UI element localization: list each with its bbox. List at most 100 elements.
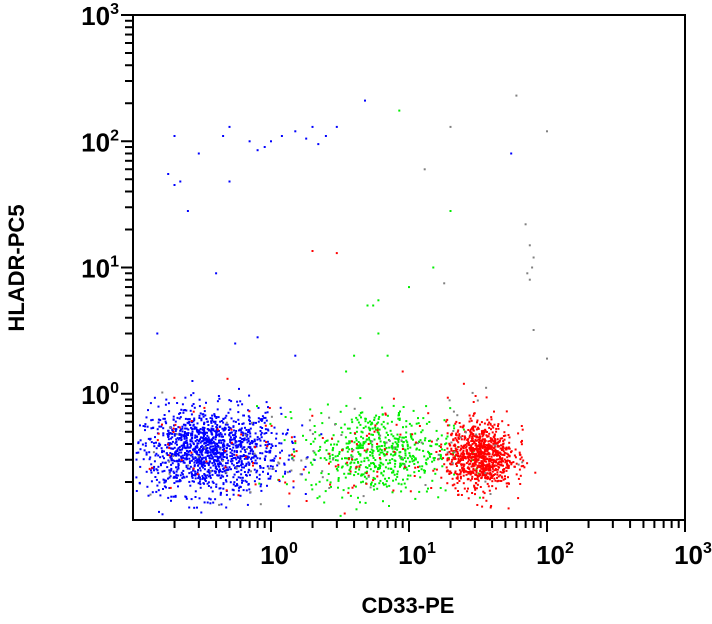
- data-point-blue: [170, 437, 172, 440]
- data-point-red: [485, 468, 488, 471]
- data-point-green: [347, 472, 350, 475]
- data-point-blue: [156, 428, 159, 431]
- data-point-blue: [175, 450, 178, 453]
- data-point-blue: [203, 430, 206, 433]
- data-point-green: [448, 457, 450, 460]
- data-point-blue: [224, 465, 227, 468]
- data-point-green: [412, 454, 414, 457]
- data-point-blue: [172, 447, 175, 450]
- data-point-blue: [267, 473, 269, 475]
- data-point-blue: [206, 428, 209, 430]
- data-point-green: [392, 454, 395, 457]
- data-point-gray: [332, 458, 334, 461]
- data-point-red: [479, 464, 482, 467]
- data-point-blue: [207, 485, 210, 487]
- data-point-green: [374, 426, 377, 429]
- data-point-green: [387, 477, 390, 480]
- data-point-blue: [227, 429, 230, 431]
- data-point-red: [472, 401, 475, 403]
- data-point-green: [437, 496, 440, 499]
- data-point-blue: [203, 434, 206, 437]
- data-point-red: [365, 472, 368, 475]
- data-point-blue: [201, 475, 204, 477]
- data-point-green: [438, 445, 441, 447]
- data-point-blue: [170, 442, 173, 445]
- data-point-green: [309, 461, 312, 464]
- data-point-green: [323, 441, 326, 444]
- data-point-red: [384, 412, 387, 415]
- data-point-blue: [237, 461, 240, 464]
- data-point-blue: [252, 456, 255, 459]
- data-point-gray: [484, 480, 487, 483]
- data-point-blue: [259, 418, 262, 421]
- data-point-blue: [221, 464, 224, 467]
- data-point-blue: [137, 451, 140, 454]
- data-point-green: [320, 472, 323, 475]
- data-point-blue: [237, 470, 240, 473]
- data-point-green: [379, 448, 382, 451]
- data-point-green: [427, 487, 429, 490]
- data-point-green: [362, 427, 365, 429]
- data-point-blue: [223, 448, 225, 451]
- data-point-blue: [248, 462, 251, 465]
- data-point-green: [373, 477, 376, 480]
- data-point-blue: [155, 441, 157, 444]
- data-point-red: [458, 459, 461, 462]
- data-point-green: [428, 440, 430, 442]
- data-point-blue: [183, 454, 186, 457]
- data-point-red: [351, 440, 353, 443]
- data-point-gray: [300, 459, 303, 462]
- data-point-blue: [197, 433, 200, 436]
- data-point-gray: [221, 459, 224, 462]
- data-point-green: [380, 445, 383, 447]
- data-point-blue: [234, 444, 237, 447]
- data-point-blue: [162, 434, 165, 437]
- data-point-blue: [220, 420, 223, 422]
- data-point-red: [501, 476, 504, 479]
- data-point-red: [497, 423, 500, 426]
- data-point-blue: [219, 425, 222, 428]
- data-point-red: [483, 431, 486, 434]
- data-point-blue: [230, 400, 233, 403]
- data-point-red: [461, 435, 464, 438]
- data-point-blue: [224, 427, 227, 430]
- data-point-blue: [202, 461, 205, 464]
- data-point-green: [345, 370, 348, 373]
- data-point-red: [462, 465, 465, 468]
- data-point-green: [405, 425, 408, 428]
- data-point-red: [167, 443, 169, 446]
- data-point-green: [427, 450, 430, 453]
- data-point-green: [400, 464, 403, 467]
- data-point-blue: [203, 447, 206, 450]
- data-point-red: [337, 463, 340, 466]
- data-point-green: [397, 412, 400, 414]
- data-point-gray: [197, 455, 200, 458]
- data-point-green: [318, 495, 321, 498]
- data-point-blue: [191, 380, 194, 382]
- data-point-blue: [209, 476, 212, 479]
- data-point-blue: [258, 478, 261, 480]
- data-point-green: [360, 435, 363, 438]
- data-point-blue: [218, 435, 221, 438]
- data-point-red: [455, 449, 457, 452]
- data-point-red: [517, 432, 520, 435]
- data-point-blue: [204, 438, 207, 441]
- data-point-green: [395, 442, 398, 445]
- data-point-blue: [194, 436, 197, 439]
- data-point-gray: [369, 486, 372, 489]
- data-point-red: [492, 426, 495, 429]
- data-point-red: [473, 412, 475, 415]
- data-point-green: [391, 491, 394, 494]
- data-point-green: [370, 462, 372, 465]
- data-point-blue: [198, 398, 201, 401]
- data-point-gray: [218, 503, 221, 506]
- data-point-red: [464, 446, 467, 449]
- data-point-green: [397, 417, 400, 420]
- data-point-red: [455, 462, 458, 465]
- data-point-blue: [228, 426, 231, 429]
- data-point-blue: [182, 456, 185, 459]
- data-point-red: [168, 454, 171, 457]
- data-point-red: [458, 437, 460, 440]
- data-point-gray: [515, 94, 518, 97]
- data-point-green: [321, 422, 324, 425]
